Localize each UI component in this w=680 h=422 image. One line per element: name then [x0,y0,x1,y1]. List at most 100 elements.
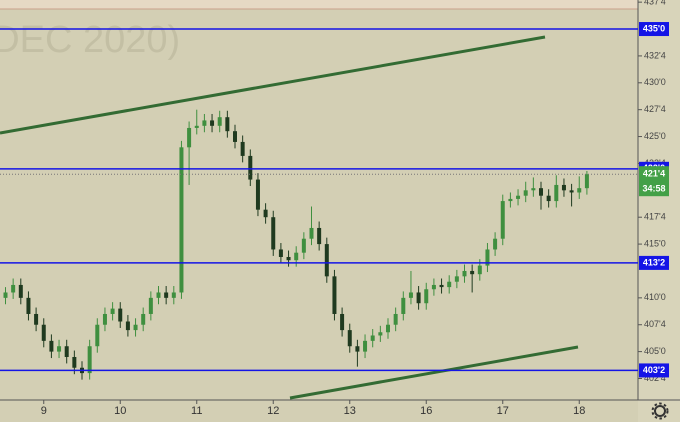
candle-body [363,340,368,352]
trend-line [289,345,579,400]
candle-body [516,195,521,199]
candle-body [477,265,482,275]
y-tick-label: 432'4 [644,50,666,60]
candle-body [202,120,207,126]
y-tick-label: 425'0 [644,131,666,141]
x-tick-label: 18 [573,405,585,417]
settings-icon[interactable] [651,402,669,420]
candle-body [26,297,31,314]
gear-teeth[interactable] [651,402,669,420]
candle-body [18,284,23,298]
gear[interactable] [654,405,666,417]
candle-body [317,227,322,245]
candle-body [470,270,475,275]
candle-body [431,284,436,290]
candle-body [164,292,169,298]
candle-body [332,276,337,314]
level-label: 413'2 [643,257,665,267]
candle-body [72,356,77,368]
candle-body [378,332,383,336]
candle-body [141,313,146,325]
candle-body [386,324,390,333]
y-tick-label: 407'4 [644,319,666,329]
watermark: s (DEC 2020) [0,19,180,61]
y-tick-label: 410'0 [644,292,666,302]
candle-body [485,249,490,266]
y-tick-label: 415'0 [644,238,666,248]
candle-body [301,238,306,253]
candle-body [347,330,352,347]
y-tick-label: 417'4 [644,212,666,222]
candle-body [125,321,130,331]
candle-body [584,174,589,189]
candle-body [355,346,360,352]
candle-body [500,201,505,239]
candle-body [439,284,444,288]
candle-body [278,249,283,257]
candle-body [194,125,199,128]
candle-body [263,209,268,218]
countdown: 34:58 [642,184,665,194]
x-tick-label: 10 [114,405,126,417]
candle-body [187,127,192,148]
candle-body [148,297,153,314]
y-tick-label: 405'0 [644,346,666,356]
candle-body [102,313,107,325]
candle-body [408,292,413,298]
candle-body [217,117,222,126]
candle-body [462,270,467,277]
y-tick-label: 402'4 [644,373,666,383]
candle-body [49,340,54,352]
candle-body [424,289,429,304]
x-tick-label: 9 [41,405,47,417]
candle-body [233,131,237,142]
candle-body [546,195,551,202]
candle-body [255,179,260,210]
candle-body [95,324,100,347]
candle-body [447,281,452,288]
candle-body [561,184,566,191]
candle-body [523,190,528,196]
last-price-label: 421'4 [643,169,665,179]
candle-body [370,335,375,341]
candle-body [554,184,559,202]
candle-body [225,117,230,132]
candle-body [64,346,69,357]
candle-body [210,120,215,126]
y-tick-label: 427'4 [644,104,666,114]
candle-body [41,324,46,341]
x-tick-label: 11 [191,405,202,417]
candle-body [294,252,299,261]
candle-body [57,346,62,352]
last-price-box [639,166,669,197]
candle-body [309,227,314,239]
candle-body [3,292,8,298]
candle-body [577,188,582,193]
candle-body [531,188,536,191]
trend-line [0,35,546,135]
level-label: 403'2 [643,365,665,375]
x-tick-label: 17 [497,405,509,417]
x-tick-label: 13 [344,405,356,417]
candle-body [240,141,245,156]
x-tick-label: 12 [267,405,279,417]
y-tick-label: 437'4 [644,0,666,7]
top-band [0,0,638,9]
candle-body [539,188,543,196]
candle-body [271,217,276,250]
candle-body [156,292,161,298]
candle-body [340,313,345,331]
candle-body [110,308,115,314]
level-label-box [639,22,669,37]
candle-body [324,244,329,277]
candle-body [11,284,16,293]
candle-body [493,238,498,250]
candle-body [34,313,39,325]
candle-body [179,147,184,293]
candle-body [454,276,459,282]
candle-body [87,346,92,374]
level-label-box [639,363,669,378]
candle-body [416,292,421,304]
